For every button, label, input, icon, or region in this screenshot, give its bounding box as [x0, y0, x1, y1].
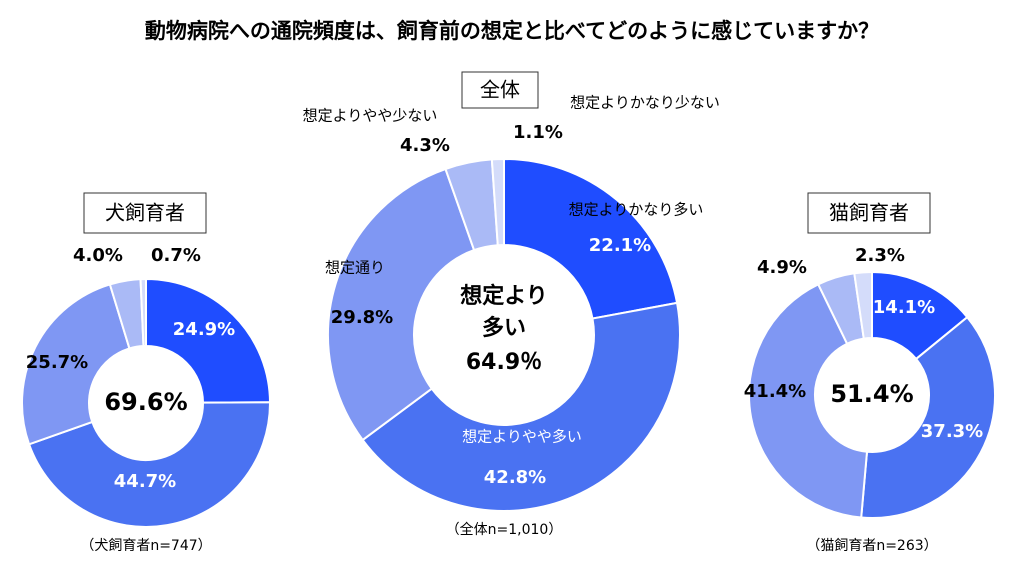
- donut-segment: [748, 283, 869, 519]
- value-label: 42.8%: [484, 467, 546, 488]
- value-label: 14.1%: [873, 297, 935, 318]
- chart-title: 猫飼育者: [829, 201, 909, 225]
- value-label: 1.1%: [513, 122, 563, 143]
- category-label: 想定よりやや少ない: [303, 107, 438, 125]
- category-label: 想定通り: [325, 259, 385, 277]
- title-box: [461, 71, 539, 109]
- donut-segment: [327, 167, 476, 442]
- value-label: 2.3%: [855, 245, 905, 266]
- donut-segment: [853, 270, 873, 340]
- sample-note: （猫飼育者n=263）: [806, 538, 937, 554]
- donut-segment: [21, 283, 131, 446]
- value-label: 41.4%: [744, 381, 806, 402]
- value-label: 44.7%: [114, 471, 176, 492]
- donut-segment: [139, 277, 147, 348]
- donut-segment: [860, 315, 996, 519]
- value-label: 4.3%: [400, 135, 450, 156]
- sample-note: （犬飼育者n=747）: [80, 538, 211, 554]
- center-label: 69.6%: [104, 388, 187, 416]
- title-box: [83, 192, 207, 234]
- center-label: 51.4%: [830, 380, 913, 408]
- donut-segment: [361, 301, 681, 512]
- category-label: 想定よりやや多い: [462, 428, 582, 446]
- donut-segment: [503, 157, 679, 320]
- donut-segment: [490, 157, 505, 247]
- donut-segment: [145, 277, 272, 404]
- value-label: 37.3%: [921, 421, 983, 442]
- sample-note: （全体n=1,010）: [446, 521, 563, 538]
- value-label: 29.8%: [331, 307, 393, 328]
- value-label: 0.7%: [151, 245, 201, 266]
- title-box: [807, 192, 931, 234]
- value-label: 4.9%: [757, 257, 807, 278]
- value-label: 22.1%: [589, 235, 651, 256]
- value-label: 24.9%: [173, 319, 235, 340]
- chart-title: 全体: [480, 78, 520, 102]
- value-label: 4.0%: [73, 245, 123, 266]
- value-label: 25.7%: [26, 352, 88, 373]
- category-label: 想定よりかなり多い: [569, 201, 704, 219]
- category-label: 想定よりかなり少ない: [570, 94, 720, 112]
- page-title: 動物病院への通院頻度は、飼育前の想定と比べてどのように感じていますか？: [145, 19, 879, 43]
- center-caption: 想定より: [460, 283, 548, 309]
- center-label: 64.9％: [466, 350, 542, 375]
- chart-title: 犬飼育者: [105, 201, 185, 225]
- center-caption: 多い: [482, 315, 526, 341]
- donut-segment: [27, 401, 271, 528]
